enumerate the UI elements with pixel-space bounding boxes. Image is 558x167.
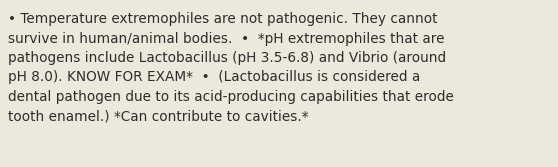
Text: pathogens include Lactobacillus (pH 3.5-6.8) and Vibrio (around: pathogens include Lactobacillus (pH 3.5-… <box>8 51 446 65</box>
Text: dental pathogen due to its acid-producing capabilities that erode: dental pathogen due to its acid-producin… <box>8 90 454 104</box>
Text: survive in human/animal bodies.  •  *pH extremophiles that are: survive in human/animal bodies. • *pH ex… <box>8 32 445 45</box>
Text: tooth enamel.) *Can contribute to cavities.*: tooth enamel.) *Can contribute to caviti… <box>8 110 309 124</box>
Text: • Temperature extremophiles are not pathogenic. They cannot: • Temperature extremophiles are not path… <box>8 12 437 26</box>
Text: pH 8.0). KNOW FOR EXAM*  •  (Lactobacillus is considered a: pH 8.0). KNOW FOR EXAM* • (Lactobacillus… <box>8 70 420 85</box>
